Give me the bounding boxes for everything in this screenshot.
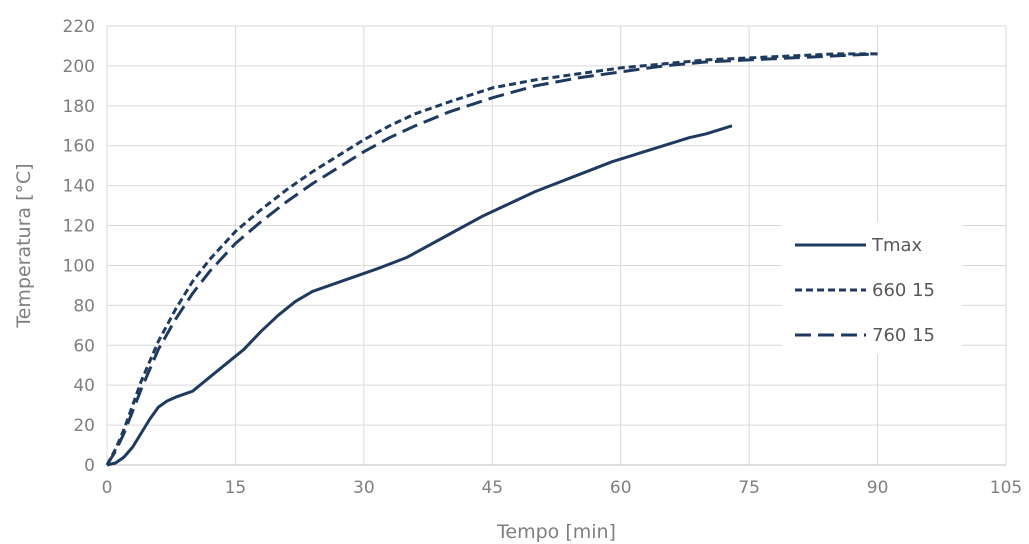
legend-label-0: Tmax [871,235,923,256]
series-line-2 [105,52,878,466]
y-tick-label: 200 [63,57,95,77]
x-tick-label: 15 [225,478,247,498]
y-tick-label: 0 [84,456,95,476]
legend: Tmax 660 15 760 15 [782,222,962,354]
x-axis-title: Tempo [min] [496,521,616,543]
series-group [105,52,878,467]
y-axis-title: Temperatura [°C] [13,163,35,328]
x-tick-label: 45 [481,478,503,498]
axes: 0 15 30 45 60 75 90 105 0 20 40 60 80 100 120 140 160 180… [63,17,1023,498]
y-tick-label: 220 [63,17,95,37]
legend-label-1: 660 15 [872,280,935,301]
x-tick-label: 60 [610,478,632,498]
y-tick-label: 140 [63,177,95,197]
y-tick-label: 40 [73,376,95,396]
series-line-1 [105,52,878,466]
y-tick-label: 80 [73,296,95,316]
x-tick-label: 0 [102,478,113,498]
legend-label-2: 760 15 [872,325,935,346]
y-tick-label: 160 [63,137,95,157]
y-tick-label: 60 [73,336,95,356]
x-tick-label: 75 [738,478,760,498]
x-tick-label: 90 [867,478,889,498]
y-tick-label: 120 [63,217,95,237]
series-line-0 [106,124,733,467]
x-tick-label: 30 [353,478,375,498]
x-tick-label: 105 [990,478,1022,498]
y-tick-label: 100 [63,256,95,276]
y-tick-label: 20 [73,416,95,436]
y-tick-label: 180 [63,97,95,117]
